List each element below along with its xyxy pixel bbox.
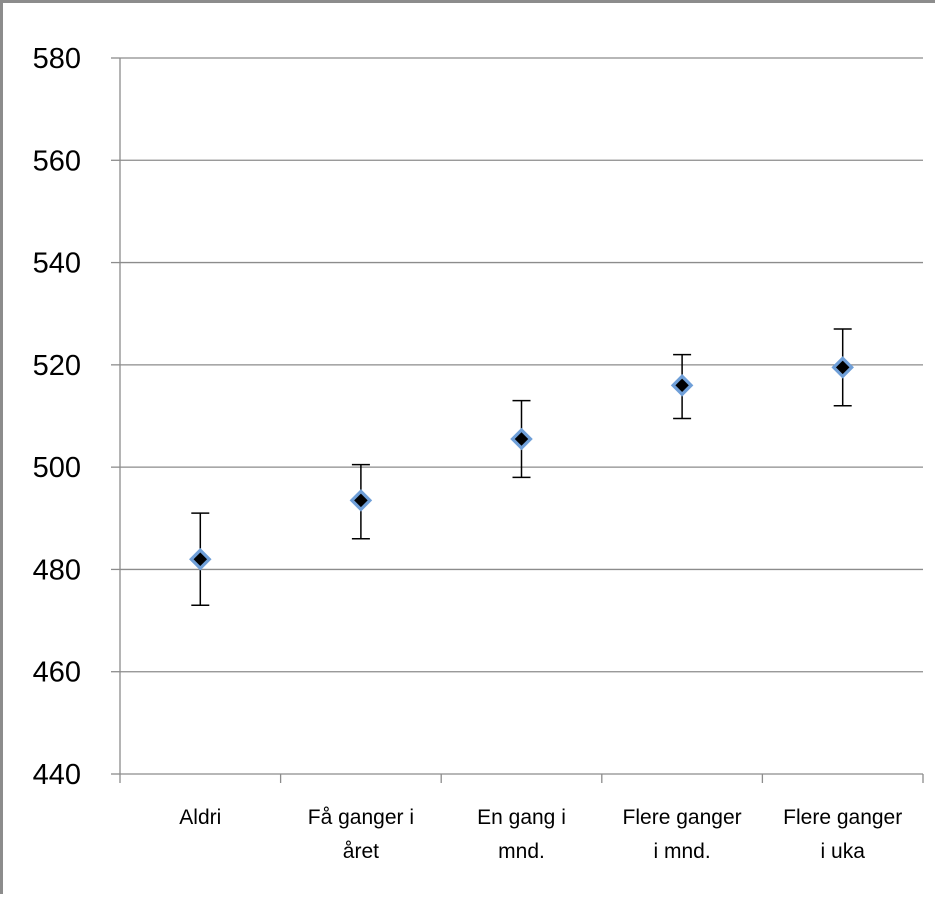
y-tick-label: 500 bbox=[33, 452, 81, 484]
y-tick-label: 460 bbox=[33, 657, 81, 689]
y-tick-label: 480 bbox=[33, 554, 81, 586]
data-point-marker bbox=[831, 356, 854, 379]
data-point-marker bbox=[670, 374, 694, 397]
y-tick-labels: 440 460 480 500 520 540 560 580 bbox=[33, 43, 81, 791]
chart-plot: 440 460 480 500 520 540 560 580 Aldri Få ganger … bbox=[33, 43, 924, 863]
x-tick-label: Flere ganger bbox=[783, 806, 902, 829]
y-tick-label: 560 bbox=[33, 145, 81, 177]
y-tick-label: 520 bbox=[33, 350, 81, 382]
gridlines bbox=[120, 57, 923, 673]
x-tick-label: En gang i bbox=[477, 806, 566, 829]
data-point-marker bbox=[189, 547, 212, 571]
y-tick-label: 580 bbox=[33, 43, 81, 75]
x-tick-label: året bbox=[343, 840, 379, 863]
x-tick-label: Flere ganger bbox=[623, 806, 742, 829]
x-tick-label: mnd. bbox=[498, 840, 545, 863]
x-tick-label: Få ganger i bbox=[308, 806, 414, 829]
x-tick-label: Aldri bbox=[179, 806, 221, 829]
x-tick-label: i mnd. bbox=[654, 840, 711, 863]
x-tick-labels: Aldri Få ganger i året En gang i mnd. Flere g… bbox=[179, 806, 902, 863]
y-tick-label: 540 bbox=[33, 248, 81, 280]
data-point-marker bbox=[510, 427, 533, 451]
x-tick-label: i uka bbox=[821, 840, 866, 863]
data-points bbox=[189, 356, 854, 571]
data-point-marker bbox=[349, 489, 373, 512]
axes bbox=[111, 57, 924, 783]
y-tick-label: 440 bbox=[33, 759, 81, 791]
